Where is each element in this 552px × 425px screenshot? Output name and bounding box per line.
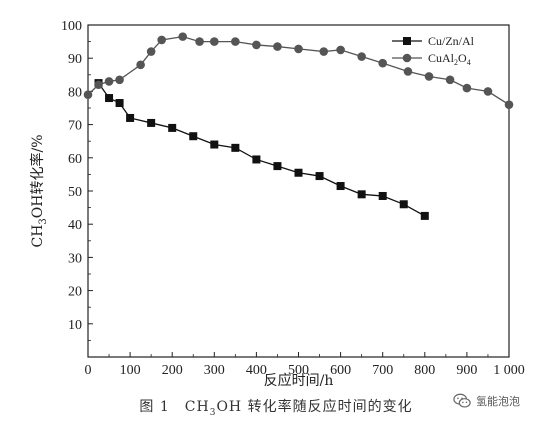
series-cual2o4 — [83, 32, 514, 109]
y-tick-label: 90 — [68, 52, 82, 67]
x-tick-label: 700 — [372, 363, 393, 378]
data-point — [357, 52, 366, 61]
y-tick-label: 10 — [68, 318, 82, 333]
x-tick-label: 500 — [288, 363, 309, 378]
legend-label: Cu/Zn/Al — [428, 34, 475, 48]
wechat-icon — [453, 393, 471, 408]
y-tick-label: 30 — [68, 251, 82, 266]
chart: 10 20 30 40 50 60 70 80 90 100 CH3OH转化率/% 0 100 200 3… — [29, 19, 525, 389]
data-point — [231, 143, 240, 152]
x-axis-title: 反应时间/h — [264, 372, 334, 389]
data-point — [399, 200, 408, 209]
x-tick-label: 900 — [456, 363, 477, 378]
data-point — [210, 37, 219, 46]
legend-marker-circle — [402, 53, 412, 63]
data-point — [462, 83, 472, 93]
data-point — [378, 58, 388, 68]
data-point — [147, 118, 156, 127]
x-tick-label: 100 — [120, 363, 141, 378]
data-point — [146, 47, 156, 56]
series-cu-zn-al — [94, 79, 429, 220]
data-point — [445, 75, 455, 85]
y-tick-label: 20 — [68, 285, 82, 300]
data-point — [115, 75, 124, 85]
data-point — [231, 37, 240, 46]
data-point — [315, 172, 324, 181]
figure-caption: 图 1 CH3OH 转化率随反应时间的变化 — [139, 399, 413, 418]
data-point — [189, 132, 198, 141]
y-axis-title: CH3OH转化率/% — [29, 134, 49, 247]
watermark: 氢能泡泡 — [453, 392, 520, 410]
data-point — [294, 168, 303, 177]
x-tick-label: 300 — [204, 363, 225, 378]
data-point — [403, 67, 413, 76]
data-point — [357, 190, 366, 199]
y-tick-label: 50 — [68, 185, 82, 200]
series-lines — [83, 32, 514, 220]
data-point — [83, 90, 93, 100]
data-point — [195, 37, 204, 46]
y-axis: 10 20 30 40 50 60 70 80 90 100 CH3OH转化率/% — [29, 19, 93, 341]
x-tick-label: 600 — [330, 363, 351, 378]
data-point — [252, 40, 261, 50]
data-point — [273, 42, 282, 51]
y-tick-label: 80 — [68, 85, 82, 100]
data-point — [504, 100, 514, 109]
x-tick-label: 0 — [85, 363, 92, 378]
x-tick-label: 1 000 — [493, 363, 525, 378]
y-tick-label: 70 — [68, 119, 82, 134]
series-line — [97, 82, 426, 217]
x-tick-label: 400 — [246, 363, 267, 378]
legend: Cu/Zn/Al CuAl2O4 — [392, 34, 475, 67]
data-point — [136, 60, 145, 70]
data-point — [294, 44, 303, 54]
plot-border — [87, 24, 510, 358]
x-tick-label: 800 — [414, 363, 435, 378]
data-point — [252, 155, 261, 164]
data-point — [336, 182, 345, 191]
data-point — [94, 80, 103, 90]
watermark-text: 氢能泡泡 — [476, 395, 520, 408]
y-tick-label: 100 — [61, 19, 82, 34]
x-axis: 0 100 200 300 400 500 600 700 800 900 1 000 反应时间/h — [85, 352, 525, 389]
data-point — [483, 87, 493, 96]
data-point — [424, 72, 434, 81]
data-point — [420, 211, 429, 220]
data-point — [378, 191, 387, 200]
legend-marker-square — [403, 37, 411, 45]
y-tick-label: 40 — [68, 218, 82, 233]
plot-frame — [87, 24, 510, 358]
data-point — [273, 162, 282, 171]
x-tick-label: 200 — [162, 363, 183, 378]
data-point — [210, 140, 219, 149]
data-point — [168, 123, 177, 132]
data-point — [104, 77, 114, 86]
data-point — [336, 45, 345, 55]
data-point — [157, 35, 166, 45]
y-tick-label: 60 — [68, 152, 82, 167]
data-point — [319, 47, 329, 56]
data-point — [115, 99, 124, 108]
data-point — [105, 94, 114, 103]
data-point — [178, 32, 188, 41]
data-point — [126, 113, 135, 122]
legend-label: CuAl2O4 — [428, 51, 471, 67]
